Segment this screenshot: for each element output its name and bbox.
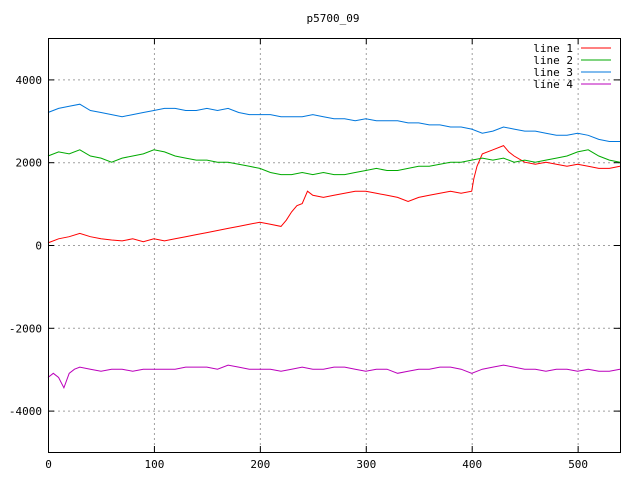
y-tick-label: 0 — [35, 240, 42, 253]
x-tick-label: 100 — [144, 458, 164, 471]
y-tick-label: 2000 — [16, 157, 43, 170]
plot-frame — [48, 38, 621, 453]
x-tick-label: 400 — [462, 458, 482, 471]
y-tick-label: -2000 — [9, 322, 42, 335]
axis-ticks: 0 100 200 300 400 500 -4000 -2000 0 2000 4000 — [9, 38, 620, 471]
legend-label-2: line 2 — [533, 54, 573, 67]
y-tick-label: -4000 — [9, 405, 42, 418]
chart-title: p5700_09 — [307, 12, 360, 25]
grid — [48, 38, 620, 452]
x-tick-label: 500 — [568, 458, 588, 471]
series-line-3 — [47, 103, 620, 142]
x-tick-label: 300 — [356, 458, 376, 471]
series-line-2 — [47, 149, 621, 176]
legend-label-4: line 4 — [533, 78, 573, 91]
y-tick-label: 4000 — [16, 74, 43, 87]
legend-label-3: line 3 — [533, 66, 573, 79]
legend-label-1: line 1 — [533, 42, 573, 55]
series-line-1 — [47, 145, 621, 244]
x-tick-label: 200 — [250, 458, 270, 471]
x-tick-label: 0 — [45, 458, 52, 471]
series-line-4 — [47, 364, 621, 390]
series-group — [47, 103, 621, 390]
